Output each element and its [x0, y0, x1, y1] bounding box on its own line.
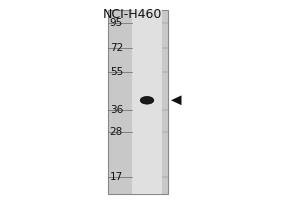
- Text: 36: 36: [110, 105, 123, 115]
- Text: 28: 28: [110, 127, 123, 137]
- Text: 95: 95: [110, 18, 123, 28]
- Bar: [132, 10, 162, 194]
- Polygon shape: [171, 95, 181, 105]
- Text: 72: 72: [110, 43, 123, 53]
- Bar: [108, 10, 168, 194]
- Text: 17: 17: [110, 172, 123, 182]
- Text: 55: 55: [110, 67, 123, 77]
- Ellipse shape: [140, 96, 154, 104]
- Text: NCI-H460: NCI-H460: [102, 7, 162, 21]
